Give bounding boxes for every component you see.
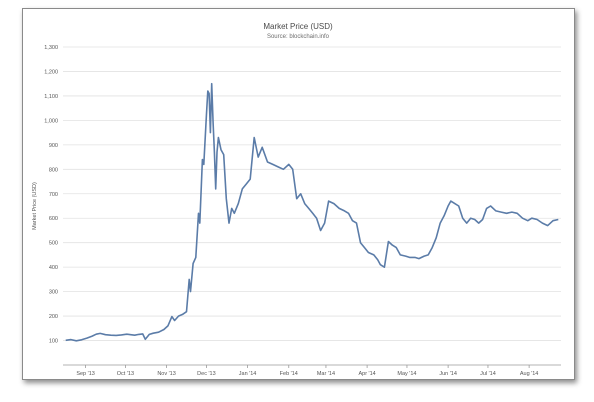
x-tick-label: May '14 <box>397 371 416 377</box>
price-line-chart: Market Price (USD) Source: blockchain.in… <box>32 22 561 377</box>
x-tick-label: Jun '14 <box>439 371 457 377</box>
x-tick-label: Nov '13 <box>157 371 175 377</box>
y-tick-label: 200 <box>49 314 58 320</box>
chart-title: Market Price (USD) <box>263 22 333 31</box>
y-tick-label: 1,300 <box>44 45 58 51</box>
x-tick-label: Apr '14 <box>358 371 375 377</box>
y-tick-label: 800 <box>49 167 58 173</box>
price-series-line <box>65 82 559 342</box>
y-axis-ticks: 100 200 300 400 500 600 700 800 900 1,000 1,100 1,2… <box>44 45 58 345</box>
x-tick-label: Feb '14 <box>280 371 298 377</box>
chart-subtitle: Source: blockchain.info <box>267 34 330 40</box>
y-tick-label: 600 <box>49 216 58 222</box>
y-tick-label: 1,000 <box>44 118 58 124</box>
y-tick-label: 500 <box>49 241 58 247</box>
x-tick-label: Jul '14 <box>480 371 496 377</box>
x-tick-label: Jan '14 <box>239 371 257 377</box>
x-tick-label: Mar '14 <box>317 371 335 377</box>
y-tick-label: 300 <box>49 290 58 296</box>
y-tick-label: 900 <box>49 143 58 149</box>
x-tick-label: Aug '14 <box>520 371 538 377</box>
y-tick-label: 1,200 <box>44 69 58 75</box>
y-tick-label: 100 <box>49 339 58 345</box>
y-axis-label: Market Price (USD) <box>32 182 38 230</box>
y-tick-label: 400 <box>49 265 58 271</box>
y-tick-label: 700 <box>49 192 58 198</box>
x-tick-label: Dec '13 <box>197 371 215 377</box>
x-tick-label: Oct '13 <box>117 371 134 377</box>
y-tick-label: 1,100 <box>44 94 58 100</box>
x-tick-label: Sep '13 <box>76 371 94 377</box>
chart-frame: Market Price (USD) Source: blockchain.in… <box>22 8 575 380</box>
x-axis-ticks: Sep '13 Oct '13 Nov '13 Dec '13 Jan '14 Feb '… <box>76 365 538 377</box>
gridlines <box>63 46 561 341</box>
